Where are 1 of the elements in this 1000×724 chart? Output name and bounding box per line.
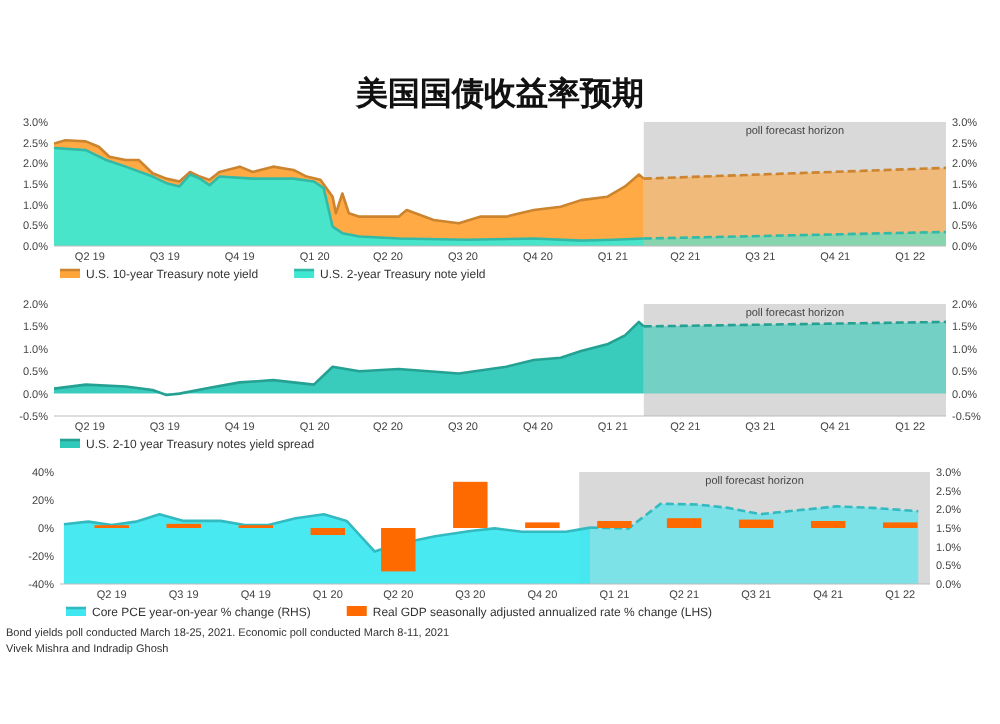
chart-title: 美国国债收益率预期 — [354, 74, 644, 112]
